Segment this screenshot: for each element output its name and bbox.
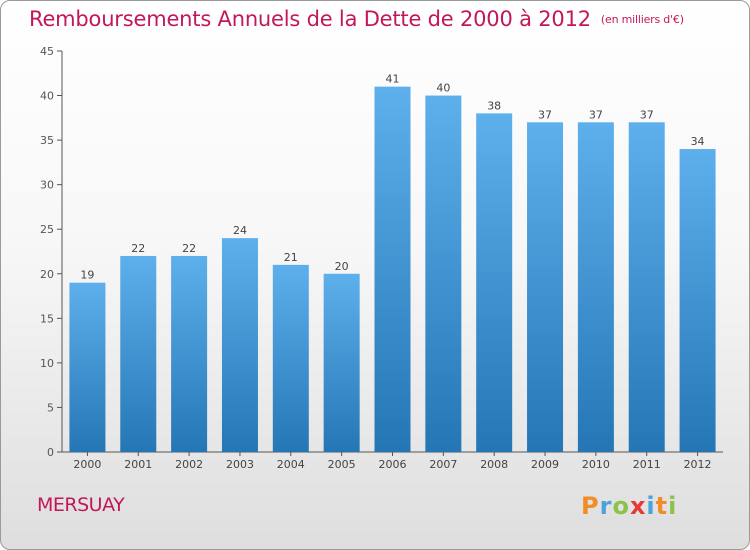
bar [323,273,360,452]
x-tick-label: 2008 [480,458,508,471]
data-label: 19 [80,269,94,282]
data-label: 38 [487,99,501,112]
bar [374,86,411,453]
y-tick-label: 40 [40,90,54,103]
logo-letter: o [612,492,630,520]
logo-letter: i [668,492,678,520]
x-tick-label: 2006 [379,458,407,471]
bar [120,255,157,452]
x-tick-label: 2005 [328,458,356,471]
chart-title-text: Remboursements Annuels de la Dette de 20… [29,7,591,31]
x-tick-label: 2002 [175,458,203,471]
y-tick-label: 35 [40,134,54,147]
bar [171,255,208,452]
y-tick-label: 0 [47,446,54,459]
x-tick-label: 2003 [226,458,254,471]
data-label: 41 [386,73,400,86]
chart-subtitle: (en milliers d'€) [600,13,684,26]
bar [679,149,716,452]
bar [476,113,513,452]
bar [628,122,665,453]
y-tick-label: 45 [40,45,54,58]
data-label: 40 [436,82,450,95]
bar [425,95,462,453]
data-label: 37 [640,108,654,121]
chart-bars [69,86,716,453]
bar [221,238,258,452]
data-label: 37 [538,108,552,121]
data-label: 22 [131,242,145,255]
data-label: 21 [284,251,298,264]
x-tick-label: 2010 [582,458,610,471]
x-tick-label: 2004 [277,458,305,471]
y-tick-label: 20 [40,268,54,281]
y-tick-label: 15 [40,312,54,325]
commune-name: MERSUAY [37,494,125,516]
y-tick-label: 10 [40,357,54,370]
logo-letter: P [581,492,600,520]
data-label: 37 [589,108,603,121]
chart-labels: 2000 19 2001 22 2002 22 2003 24 2004 21 2005 20 2006… [73,73,711,471]
x-tick-label: 2000 [73,458,101,471]
y-tick-label: 30 [40,179,54,192]
bar [527,122,564,453]
data-label: 34 [691,135,705,148]
x-tick-label: 2012 [684,458,712,471]
logo-letter: i [646,492,656,520]
bar [69,282,106,452]
logo-letter: r [599,492,613,520]
x-tick-label: 2011 [633,458,661,471]
data-label: 22 [182,242,196,255]
logo-letter: t [655,492,669,520]
y-tick-label: 5 [47,401,54,414]
x-tick-label: 2001 [124,458,152,471]
chart-title: Remboursements Annuels de la Dette de 20… [29,7,684,31]
data-label: 24 [233,224,247,237]
x-tick-label: 2007 [429,458,457,471]
x-tick-label: 2009 [531,458,559,471]
bar [272,264,309,452]
bar [577,122,614,453]
logo-letter: x [629,492,647,520]
y-tick-label: 25 [40,223,54,236]
proxiti-logo: Proxiti [581,492,677,520]
data-label: 20 [335,260,349,273]
